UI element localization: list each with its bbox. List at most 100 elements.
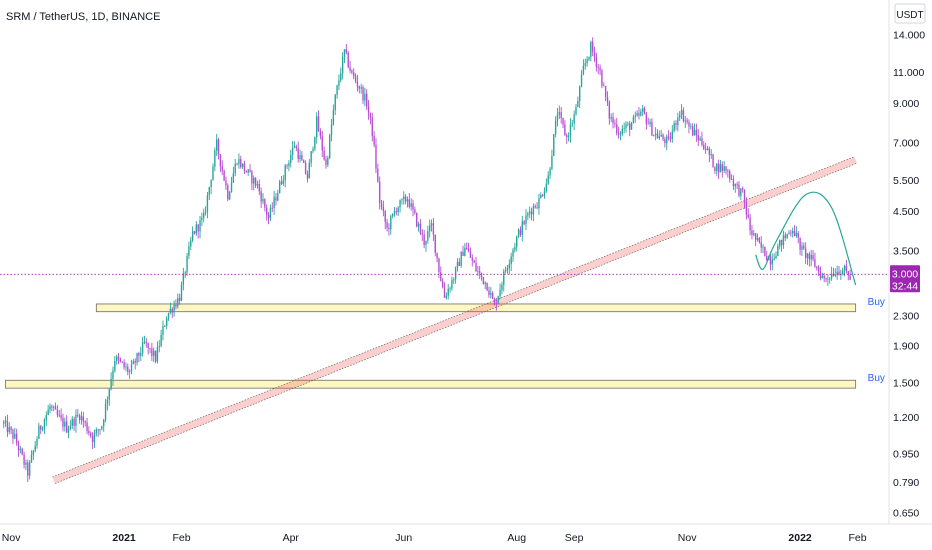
- candle: [566, 133, 568, 144]
- candle: [499, 283, 501, 300]
- candle: [308, 159, 310, 179]
- candle: [40, 424, 42, 435]
- candle: [595, 52, 598, 72]
- candle: [441, 278, 444, 289]
- candle: [727, 168, 729, 178]
- candle: [480, 272, 483, 281]
- candle: [514, 242, 516, 253]
- candle: [736, 181, 738, 190]
- candle: [410, 198, 412, 211]
- candle: [28, 460, 31, 480]
- candle: [484, 281, 486, 290]
- candle: [693, 123, 696, 136]
- time-tick-label: 2021: [112, 532, 136, 544]
- candle: [447, 284, 449, 300]
- candle: [130, 359, 133, 375]
- candle: [799, 237, 801, 256]
- candle: [677, 112, 679, 132]
- candle: [147, 342, 149, 355]
- buy-zone-2[interactable]: [5, 379, 857, 389]
- arc-annotation[interactable]: [755, 191, 857, 286]
- time-axis[interactable]: Nov 2021 Feb Apr Jun Aug Sep Nov 2022 Feb: [2, 532, 867, 544]
- candle: [673, 120, 675, 133]
- candle: [215, 133, 218, 157]
- candle: [536, 202, 538, 210]
- candle: [430, 219, 433, 232]
- candle: [84, 420, 86, 427]
- candle: [421, 229, 423, 241]
- candle: [740, 188, 742, 201]
- candle: [399, 199, 401, 213]
- candle: [251, 169, 253, 191]
- candle: [521, 215, 523, 242]
- candle: [23, 451, 25, 469]
- candle: [10, 425, 12, 435]
- candle: [128, 369, 131, 379]
- candle: [714, 166, 716, 174]
- candle: [206, 191, 209, 219]
- candle: [271, 202, 273, 212]
- candle: [119, 357, 122, 363]
- candle: [97, 428, 99, 437]
- candle: [551, 149, 553, 171]
- candle: [54, 402, 57, 410]
- candle: [779, 239, 781, 250]
- candle: [782, 230, 785, 249]
- candle: [790, 229, 792, 237]
- candle: [451, 276, 453, 291]
- candle: [529, 206, 531, 219]
- candle: [15, 428, 18, 446]
- candle: [625, 121, 627, 133]
- candle: [145, 337, 148, 348]
- candle: [203, 208, 205, 223]
- candle: [175, 299, 177, 310]
- candle: [549, 166, 551, 179]
- time-tick-label: Nov: [2, 532, 21, 544]
- candle: [182, 267, 185, 291]
- candle: [38, 422, 40, 440]
- candle: [664, 136, 666, 148]
- candle: [266, 204, 268, 221]
- candle: [254, 177, 257, 189]
- candle: [219, 154, 222, 173]
- candle: [262, 193, 264, 205]
- candle: [99, 429, 101, 435]
- candle: [560, 107, 562, 124]
- candle: [349, 60, 351, 74]
- candle: [60, 408, 62, 422]
- candle: [158, 340, 160, 353]
- price-axis[interactable]: 14.000 11.000 9.000 7.000 5.500 4.500 3.500 2.3…: [893, 29, 925, 519]
- candle: [71, 416, 73, 430]
- candle: [710, 149, 712, 159]
- candle: [160, 330, 162, 348]
- candle: [567, 132, 570, 142]
- candle: [845, 259, 848, 274]
- candle: [508, 259, 511, 275]
- price-tick-label: 4.500: [893, 206, 919, 218]
- candle: [627, 121, 629, 127]
- candle: [36, 436, 38, 449]
- trend-channel[interactable]: [52, 156, 857, 484]
- candle: [466, 242, 468, 251]
- candle: [299, 149, 301, 163]
- candle: [141, 336, 144, 357]
- time-tick-label: Apr: [283, 532, 300, 544]
- candle: [703, 141, 705, 151]
- price-tick-label: 5.500: [893, 175, 919, 187]
- candle: [125, 362, 127, 372]
- currency-box[interactable]: [894, 3, 926, 24]
- candle: [645, 112, 648, 130]
- candle: [788, 230, 790, 235]
- candle: [180, 281, 183, 302]
- candle: [701, 131, 703, 147]
- price-tick-label: 14.000: [893, 29, 925, 41]
- candle: [258, 179, 260, 196]
- candle: [316, 112, 318, 144]
- candle: [195, 221, 198, 236]
- candle: [562, 117, 564, 129]
- candle: [512, 247, 514, 262]
- candle: [725, 166, 727, 175]
- time-tick-label: 2022: [788, 532, 812, 544]
- candle: [808, 251, 811, 267]
